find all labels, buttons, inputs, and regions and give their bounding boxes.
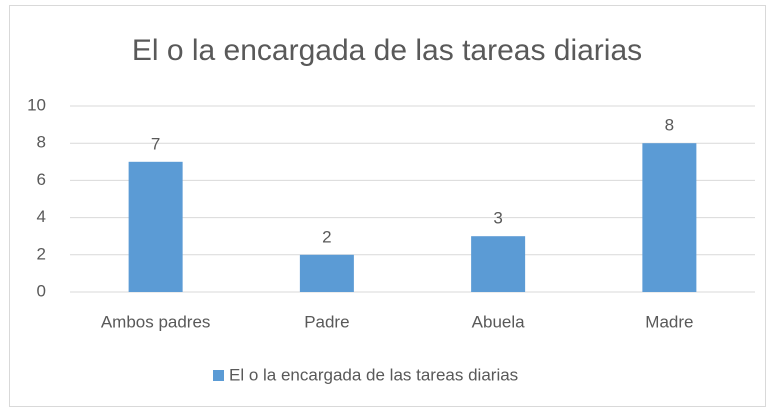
x-tick-label: Abuela — [472, 312, 525, 331]
y-tick-label: 8 — [37, 133, 46, 152]
y-tick-label: 10 — [27, 95, 46, 114]
y-tick-label: 2 — [37, 244, 46, 263]
bar — [128, 161, 183, 292]
bar — [299, 254, 354, 292]
legend-label: El o la encargada de las tareas diarias — [229, 365, 518, 384]
data-label: 3 — [493, 209, 502, 228]
bar — [642, 143, 697, 292]
y-tick-label: 0 — [37, 281, 46, 300]
y-tick-label: 6 — [37, 170, 46, 189]
chart-title: El o la encargada de las tareas diarias — [132, 34, 642, 67]
legend-swatch — [213, 370, 224, 381]
x-tick-label: Padre — [304, 312, 349, 331]
data-label: 2 — [322, 227, 331, 246]
x-tick-label: Madre — [645, 312, 693, 331]
bar — [471, 236, 526, 292]
data-label: 7 — [151, 134, 160, 153]
x-tick-label: Ambos padres — [101, 312, 211, 331]
y-tick-label: 4 — [37, 207, 46, 226]
data-label: 8 — [665, 116, 674, 135]
